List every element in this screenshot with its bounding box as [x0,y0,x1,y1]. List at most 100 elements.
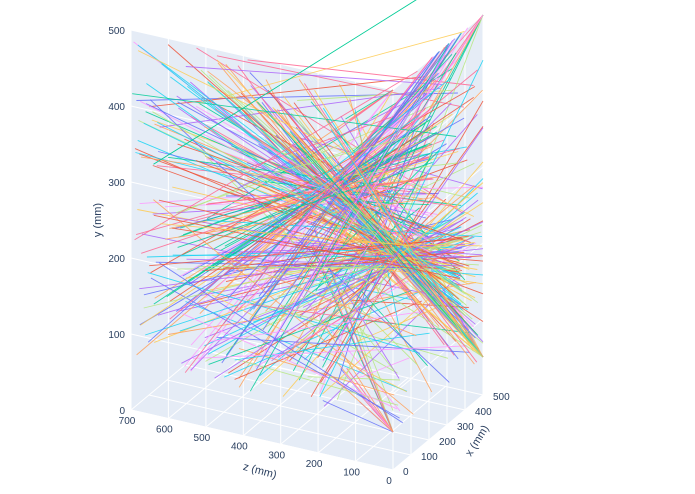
grid-line-z [355,386,446,462]
trace-line [264,139,479,304]
trace-line [279,186,484,193]
tick-labels: 0100200300400500010020030040050060070001… [108,26,510,487]
trace-line [297,89,453,101]
trace-line [252,235,471,318]
trace-line [272,135,414,174]
y-axis-title: y (mm) [92,203,104,237]
trace-line [137,50,474,217]
trace-line [344,372,394,433]
trace-line [348,305,394,433]
trace-line [149,99,450,383]
y-tick-label: 0 [119,406,125,417]
trace-line [211,294,407,393]
z-tick-label: 400 [231,442,248,453]
trace-line [322,152,433,368]
trace-line [153,214,461,280]
trace-line [160,223,458,251]
trace-line [307,376,401,381]
grid-line-x [148,394,412,456]
trace-line [286,14,484,361]
trace-line [320,319,394,433]
trace-line [190,102,452,371]
trace-line [322,400,394,433]
z-tick-label: 100 [343,467,360,478]
trace-line [238,251,470,259]
trace-line [346,367,394,433]
trace-line [277,236,474,358]
x-tick-label: 300 [457,422,474,433]
trace-line [343,288,400,379]
trace-line [230,114,420,253]
trace-line [319,60,484,398]
x-tick-label: 500 [493,392,510,403]
trace-line [153,199,414,415]
trace-line [216,253,417,337]
trace-line [141,157,430,254]
y-tick-label: 300 [108,178,125,189]
grid-line-x [166,379,430,441]
trace-line [251,304,395,324]
trace-line [182,117,465,277]
z-tick-label: 200 [306,459,323,470]
trace-line [352,117,394,152]
trace-line [159,87,441,128]
x-tick-label: 400 [475,407,492,418]
trace-line [286,182,484,355]
trace-line [283,95,484,358]
trace-line [298,79,484,358]
z-tick-label: 600 [156,425,173,436]
trace-line [169,176,426,229]
trace-line [322,77,452,177]
trace-line [334,89,394,133]
trace-line [271,199,479,362]
trace-line [338,316,470,334]
x-tick-label: 200 [439,437,456,448]
trace-line [182,313,398,410]
trace-line [197,265,460,270]
trace-line [262,151,422,271]
x-tick-label: 0 [403,467,409,478]
trace-line [262,203,395,372]
trace-line [257,182,476,299]
trace-line [298,14,484,381]
trace-line [247,59,474,86]
trace-line [336,206,484,358]
trace-line [205,212,465,362]
y-tick-label: 500 [108,26,125,37]
trace-line [261,39,455,358]
trace-line [227,72,439,299]
trace-line [322,293,435,395]
trace-line [261,53,453,262]
trace-line [134,70,418,241]
trace-line [253,43,449,310]
trace-line [328,264,394,433]
trace-line [217,79,437,297]
trace-lines [132,0,484,433]
z-tick-label: 700 [119,416,136,427]
trace-line [361,291,428,367]
trace-line [132,93,457,137]
trace-line [224,288,426,378]
trace-line [345,89,394,120]
grid-line-z [242,360,334,437]
trace-line [198,30,465,105]
trace-line [177,161,433,248]
trace-line [177,143,471,243]
trace-line [342,122,435,332]
trace-line [357,357,410,379]
trace-line [322,152,484,358]
trace-line [236,150,404,313]
trace-line [290,14,484,320]
trace-line [149,238,463,267]
pane-floor [131,335,483,470]
grid-line-x [130,409,394,471]
trace-line-outlier [153,0,417,165]
trace-line [195,106,434,244]
trace-line [259,176,458,208]
grid-line-x [202,349,466,411]
trace-line [352,84,413,161]
grid-line-y [392,394,484,471]
trace-line [145,232,460,336]
x-tick-label: 100 [421,452,438,463]
